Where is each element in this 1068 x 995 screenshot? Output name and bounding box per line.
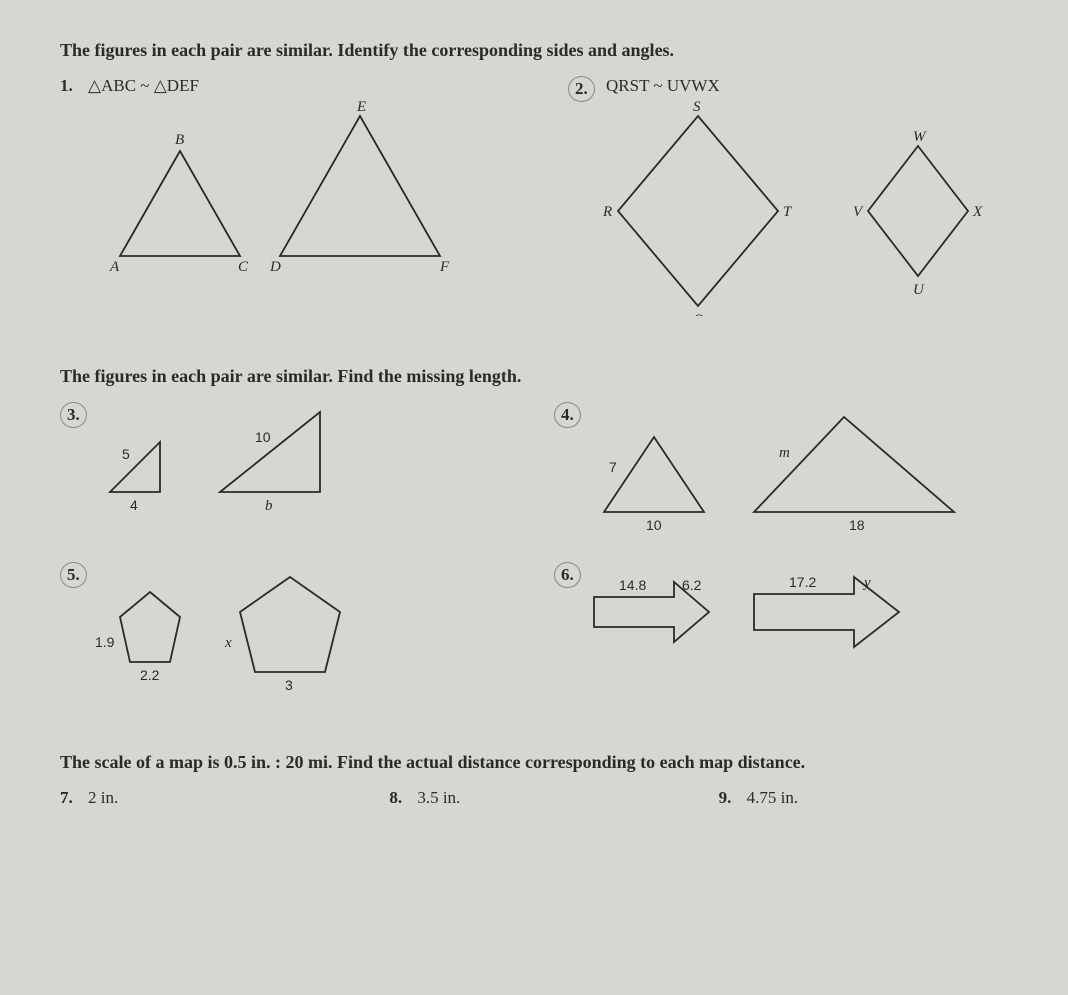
label-Q: Q (693, 312, 704, 316)
problem-8: 8. 3.5 in. (389, 788, 678, 808)
label-X: X (972, 204, 983, 220)
label-4-10: 10 (646, 517, 662, 533)
problem-5-figure: 1.9 2.2 x 3 (60, 562, 420, 702)
problem-4-figure: 7 10 m 18 (554, 402, 994, 542)
label-6-62: 6.2 (682, 577, 702, 593)
section3-instruction: The scale of a map is 0.5 in. : 20 mi. F… (60, 752, 1008, 773)
label-W: W (913, 129, 927, 145)
problem-3-number: 3. (60, 402, 87, 428)
problem-6: 6. 14.8 6.2 17.2 y (554, 562, 1008, 702)
triangle-large-4 (754, 417, 954, 512)
problem-9-text: 4.75 in. (747, 788, 798, 807)
label-V: V (853, 204, 864, 220)
problem-3-figure: 5 4 10 b (60, 402, 420, 532)
problem-2-figure: S R T Q W V X U (568, 96, 1008, 316)
section2-instruction: The figures in each pair are similar. Fi… (60, 366, 1008, 387)
problem-2-number: 2. (568, 76, 595, 102)
row-problems-1-2: 1. △ABC ~ △DEF A B C D E F 2. QRST ~ UVW… (60, 76, 1008, 316)
label-S: S (693, 99, 701, 115)
problem-1-number: 1. (60, 76, 73, 96)
label-3-b: b (265, 498, 273, 514)
triangle-abc (120, 151, 240, 256)
problem-5-number: 5. (60, 562, 87, 588)
section-1: The figures in each pair are similar. Id… (60, 40, 1008, 316)
label-F: F (439, 259, 450, 275)
section-3: The scale of a map is 0.5 in. : 20 mi. F… (60, 752, 1008, 808)
label-3-10: 10 (255, 429, 271, 445)
problem-2-text: QRST ~ UVWX (606, 76, 720, 95)
label-5-x: x (224, 635, 232, 651)
label-3-5: 5 (122, 446, 130, 462)
row-problems-5-6: 5. 1.9 2.2 x 3 6. 14.8 6.2 17 (60, 562, 1008, 702)
triangle-small-3 (110, 442, 160, 492)
label-3-4: 4 (130, 497, 138, 513)
problem-6-number: 6. (554, 562, 581, 588)
problem-8-text: 3.5 in. (417, 788, 460, 807)
row-problems-7-8-9: 7. 2 in. 8. 3.5 in. 9. 4.75 in. (60, 788, 1008, 808)
label-A: A (109, 259, 120, 275)
label-E: E (356, 99, 366, 115)
problem-1-figure: A B C D E F (60, 96, 480, 296)
diamond-uvwx (868, 146, 968, 276)
problem-2: 2. QRST ~ UVWX S R T Q W V X U (568, 76, 1008, 316)
label-6-148: 14.8 (619, 577, 646, 593)
problem-3: 3. 5 4 10 b (60, 402, 514, 542)
problem-5: 5. 1.9 2.2 x 3 (60, 562, 514, 702)
problem-1-text: △ABC ~ △DEF (88, 76, 199, 95)
problem-6-figure: 14.8 6.2 17.2 y (554, 562, 994, 662)
label-C: C (238, 259, 249, 275)
pentagon-small-5 (120, 592, 180, 662)
diamond-qrst (618, 116, 778, 306)
label-T: T (783, 204, 793, 220)
label-6-172: 17.2 (789, 574, 816, 590)
problem-4: 4. 7 10 m 18 (554, 402, 1008, 542)
label-4-7: 7 (609, 459, 617, 475)
problem-9-number: 9. (719, 788, 732, 808)
triangle-def (280, 116, 440, 256)
arrow-large-6 (754, 577, 899, 647)
problem-7: 7. 2 in. (60, 788, 349, 808)
label-B: B (175, 132, 184, 148)
label-5-22: 2.2 (140, 667, 160, 683)
label-4-m: m (779, 445, 790, 461)
label-U: U (913, 282, 925, 298)
problem-9: 9. 4.75 in. (719, 788, 1008, 808)
pentagon-large-5 (240, 577, 340, 672)
label-R: R (602, 204, 612, 220)
problem-7-number: 7. (60, 788, 73, 808)
label-6-y: y (862, 575, 871, 591)
section1-instruction: The figures in each pair are similar. Id… (60, 40, 1008, 61)
problem-8-number: 8. (389, 788, 402, 808)
label-5-3: 3 (285, 677, 293, 693)
problem-1: 1. △ABC ~ △DEF A B C D E F (60, 76, 528, 316)
section-2: The figures in each pair are similar. Fi… (60, 366, 1008, 702)
triangle-large-3 (220, 412, 320, 492)
label-5-19: 1.9 (95, 634, 115, 650)
label-4-18: 18 (849, 517, 865, 533)
triangle-small-4 (604, 437, 704, 512)
problem-4-number: 4. (554, 402, 581, 428)
label-D: D (269, 259, 281, 275)
problem-7-text: 2 in. (88, 788, 118, 807)
row-problems-3-4: 3. 5 4 10 b 4. 7 10 m (60, 402, 1008, 542)
